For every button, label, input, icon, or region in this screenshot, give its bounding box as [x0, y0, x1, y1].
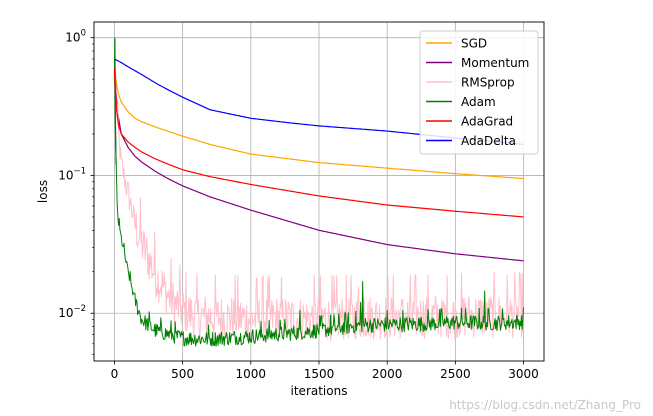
x-axis-label: iterations [291, 384, 348, 398]
series-line-adagrad [113, 68, 524, 218]
series-group [113, 37, 525, 347]
y-axis-label: loss [36, 180, 50, 203]
legend-label-sgd: SGD [461, 37, 487, 51]
x-tick-label: 1500 [304, 367, 335, 381]
series-line-adam [113, 79, 525, 347]
x-tick-label: 500 [171, 367, 194, 381]
x-tick-label: 0 [111, 367, 119, 381]
legend-label-momentum: Momentum [461, 56, 529, 70]
legend-label-adadelta: AdaDelta [461, 134, 516, 148]
y-tick-label: 100 [65, 29, 86, 45]
legend: SGD Momentum RMSprop Adam AdaGrad AdaDelta [419, 30, 539, 155]
legend-label-adagrad: AdaGrad [461, 115, 513, 129]
ticks: 0 500 1000 1500 2000 2500 3000 10−2 10−1 100 [58, 29, 539, 381]
y-tick-label: 10−2 [58, 304, 86, 320]
x-tick-label: 1000 [236, 367, 267, 381]
y-tick-label: 10−1 [58, 166, 86, 182]
x-tick-label: 2000 [372, 367, 403, 381]
x-tick-label: 3000 [508, 367, 539, 381]
series-line-momentum [113, 60, 524, 262]
legend-label-adam: Adam [461, 95, 496, 109]
legend-box [419, 30, 539, 155]
legend-label-rmsprop: RMSprop [461, 76, 515, 90]
x-tick-label: 2500 [440, 367, 471, 381]
watermark: https://blog.csdn.net/Zhang_Pro [449, 398, 641, 412]
series-line-sgd [113, 58, 524, 180]
